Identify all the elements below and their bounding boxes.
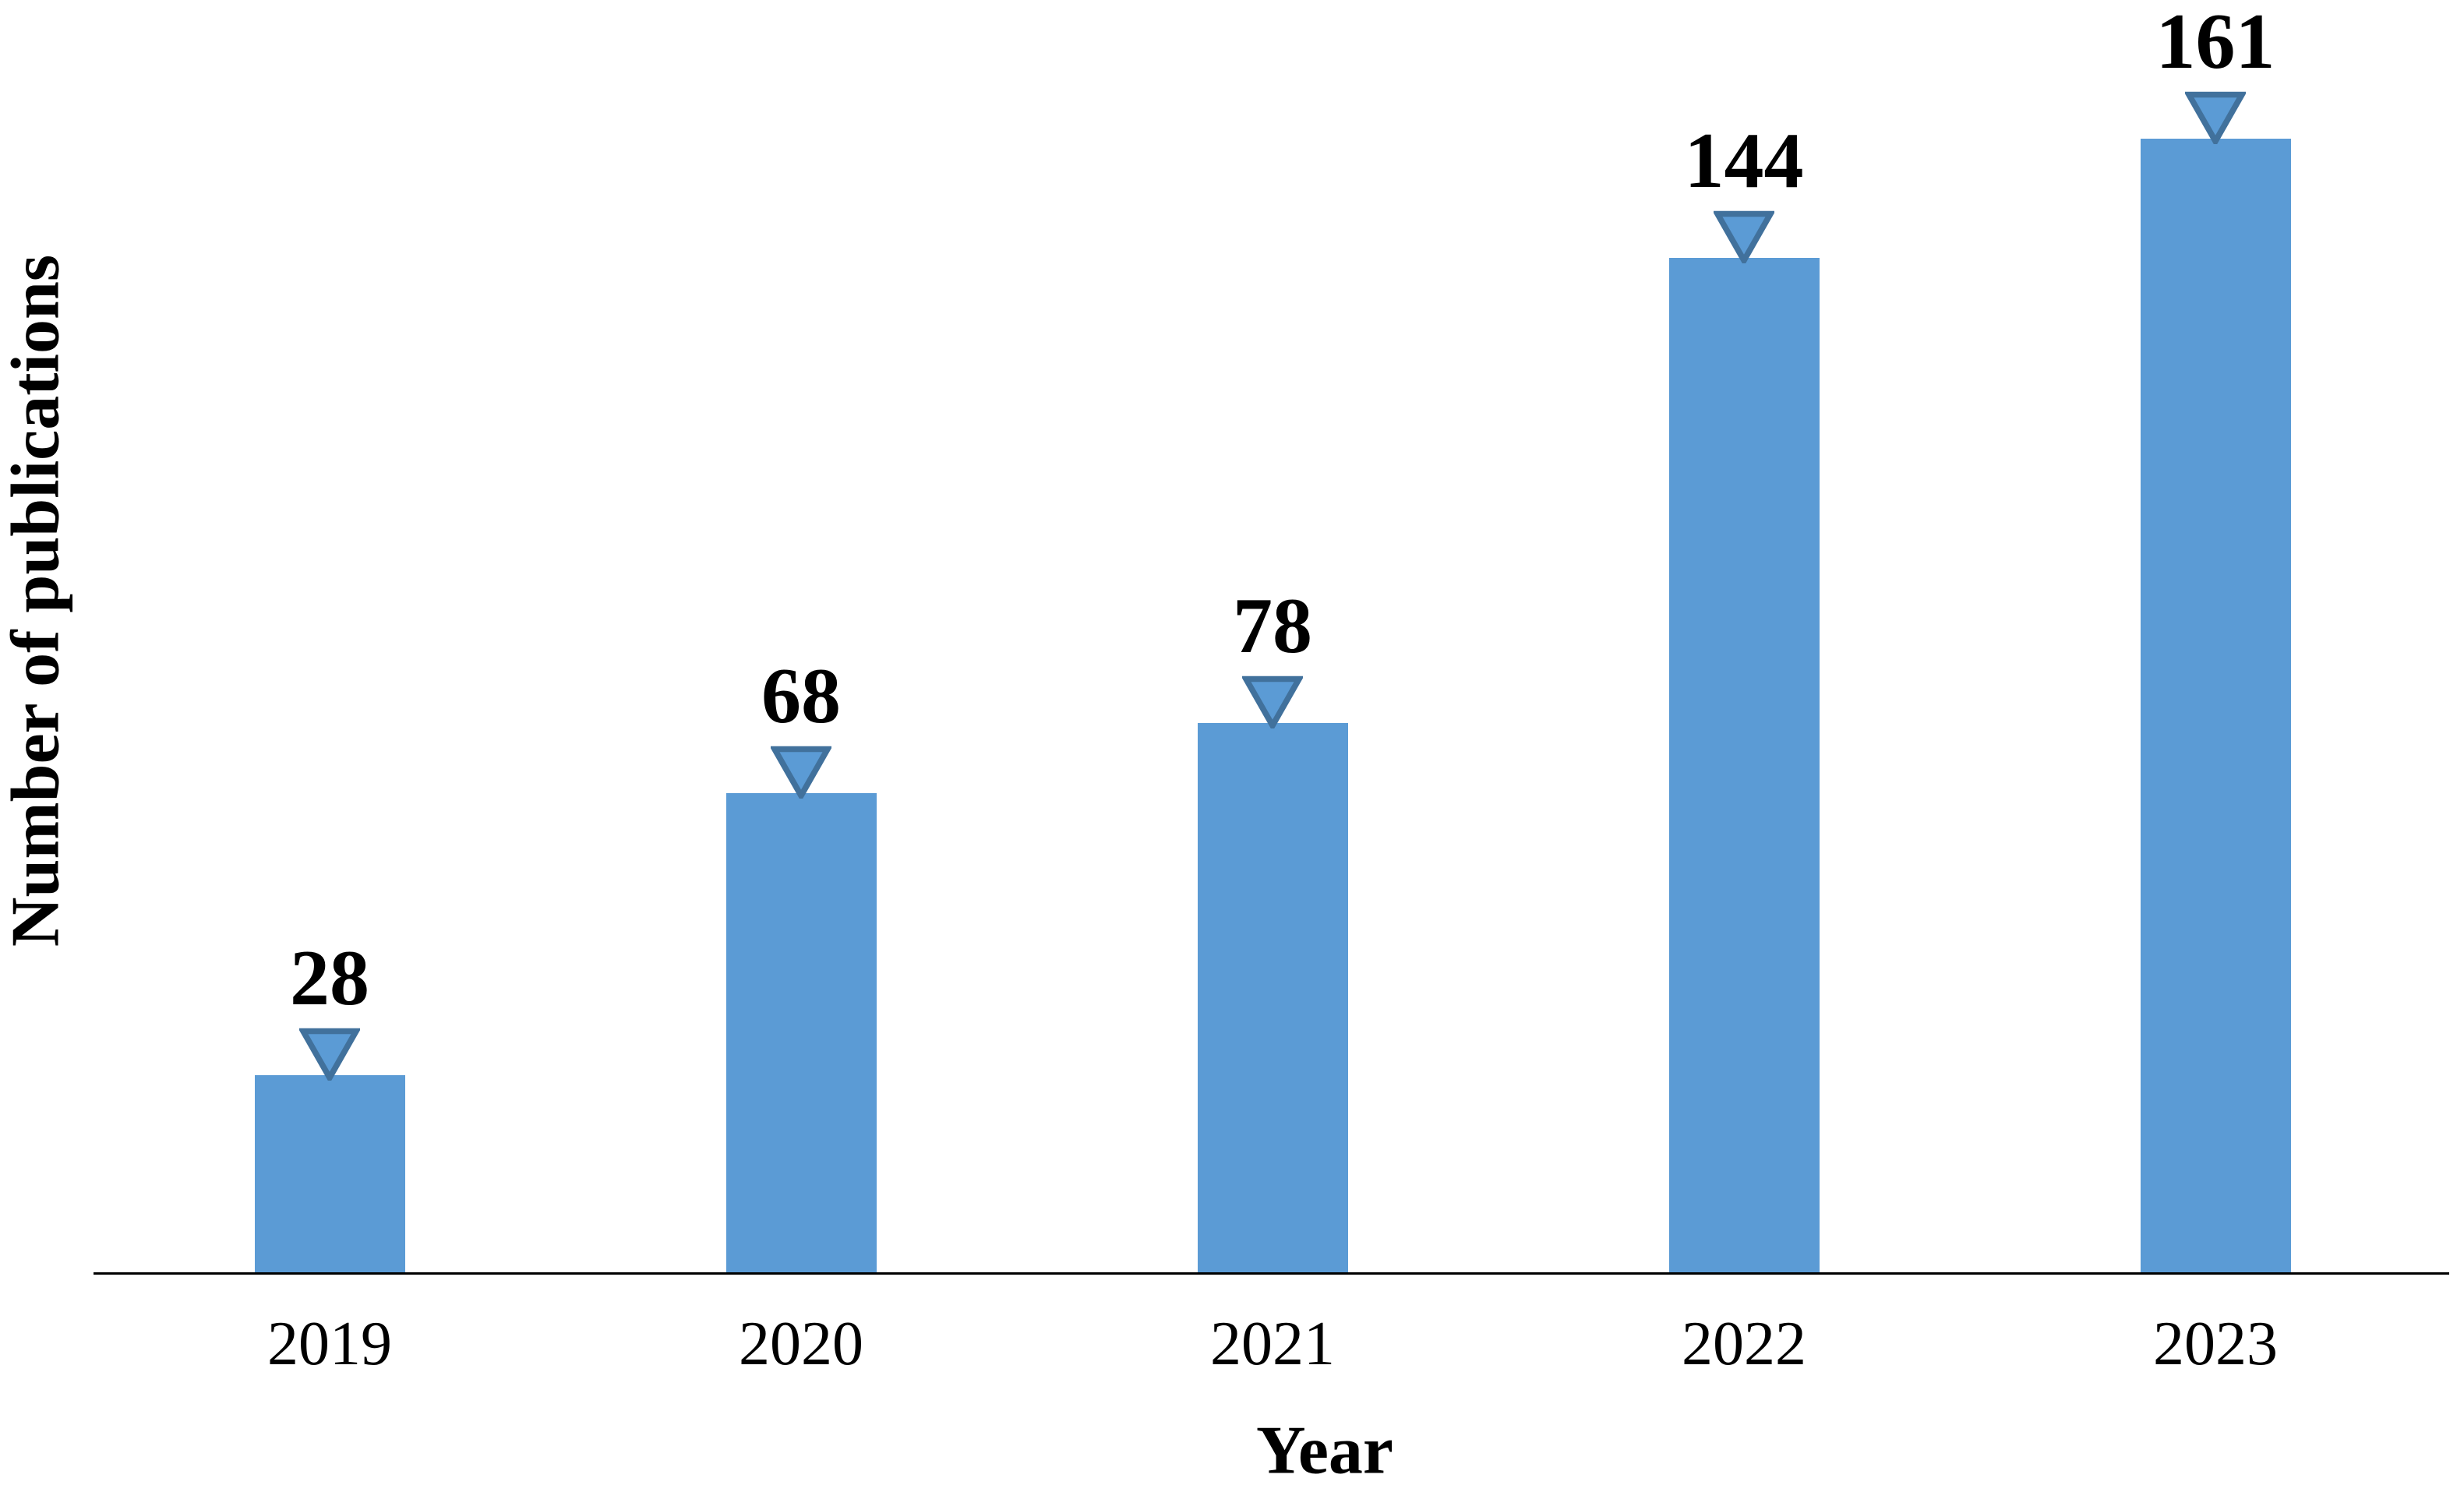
data-label-2023: 161 xyxy=(2155,0,2275,86)
x-tick-label-2019: 2019 xyxy=(267,1310,392,1378)
x-axis-title: Year xyxy=(1256,1413,1393,1485)
bar-2023 xyxy=(2140,139,2291,1272)
x-axis-line xyxy=(94,1272,2449,1275)
bar-2022 xyxy=(1668,258,1820,1272)
data-label-2019: 28 xyxy=(290,934,369,1022)
triangle-down-marker-icon xyxy=(1712,210,1776,266)
data-label-2020: 68 xyxy=(761,652,841,740)
data-label-2021: 78 xyxy=(1233,582,1312,670)
triangle-down-marker-icon xyxy=(298,1028,362,1084)
bar-2020 xyxy=(725,793,877,1272)
x-tick-label-2022: 2022 xyxy=(1682,1310,1806,1378)
y-axis-title: Number of publications xyxy=(0,254,74,947)
bar-2021 xyxy=(1197,723,1348,1272)
bar-2019 xyxy=(254,1075,405,1272)
x-tick-label-2021: 2021 xyxy=(1210,1310,1335,1378)
triangle-down-marker-icon xyxy=(2183,91,2247,147)
x-tick-label-2020: 2020 xyxy=(739,1310,863,1378)
x-tick-label-2023: 2023 xyxy=(2153,1310,2278,1378)
triangle-down-marker-icon xyxy=(769,746,833,802)
data-label-2022: 144 xyxy=(1684,117,1804,205)
triangle-down-marker-icon xyxy=(1241,675,1304,732)
